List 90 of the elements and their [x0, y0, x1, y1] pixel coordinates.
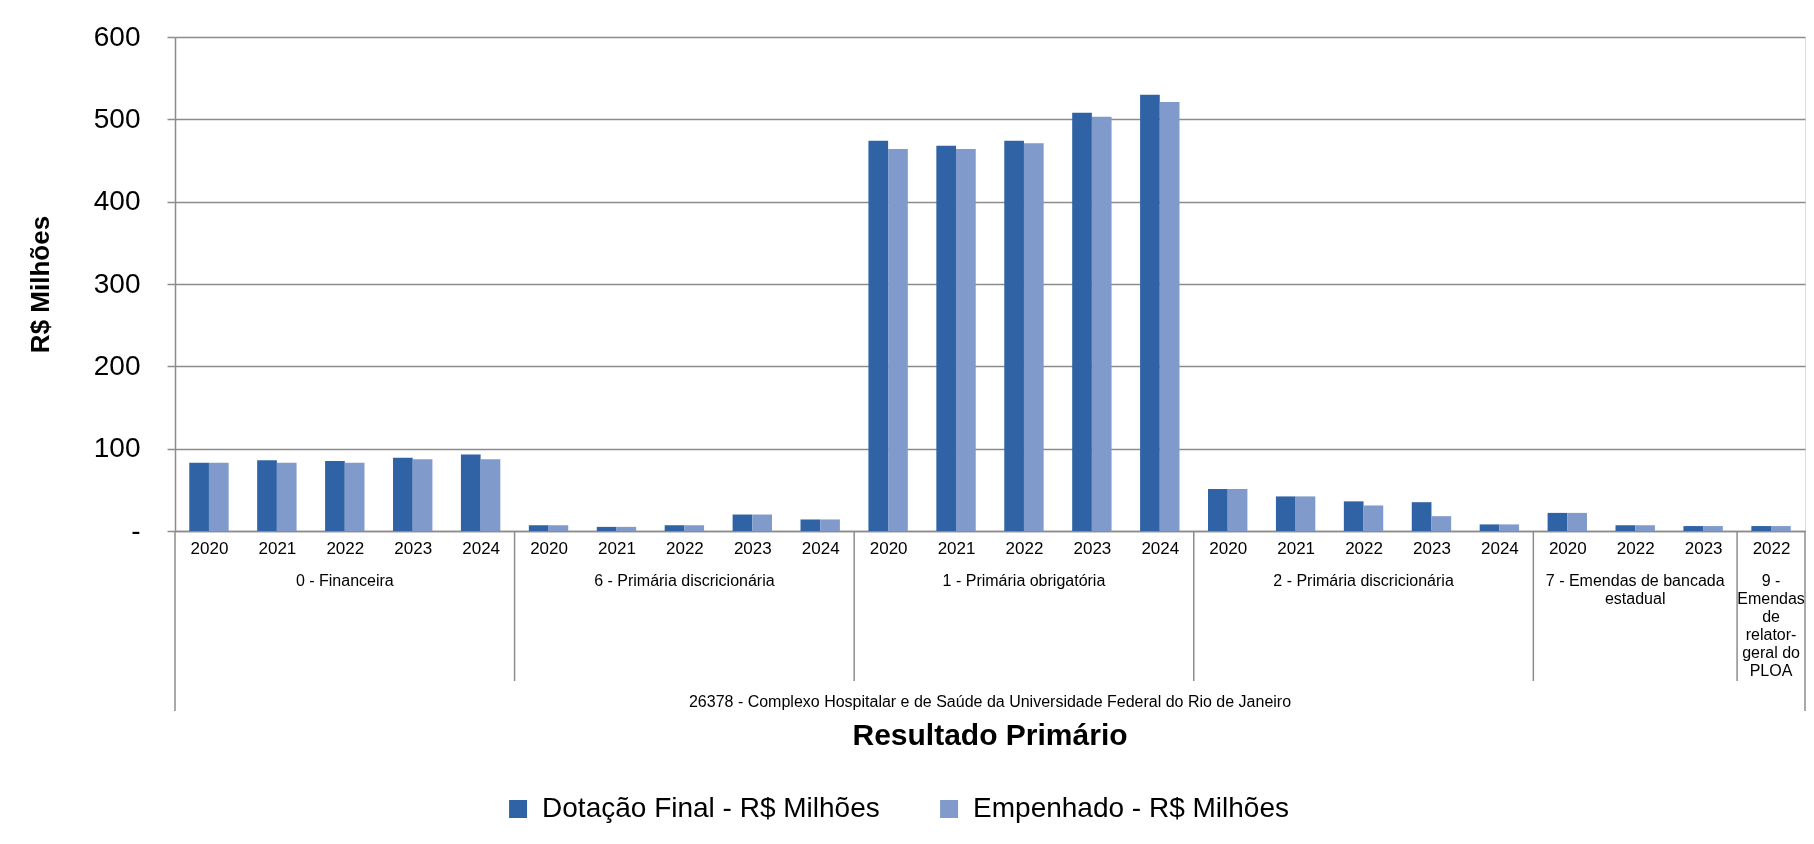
x-tick-label: 2022 [1345, 538, 1383, 558]
y-tick-label: 300 [93, 267, 141, 299]
x-tick-label: 2023 [394, 538, 433, 558]
bar [189, 462, 209, 531]
bar [1208, 489, 1228, 531]
x-tick-label: 2022 [1616, 538, 1655, 558]
bar [1343, 501, 1364, 531]
bar [684, 525, 705, 531]
bar [460, 454, 481, 531]
x-tick-label: 2024 [462, 538, 501, 558]
bar [596, 526, 617, 531]
x-tick-label: 2021 [1277, 538, 1316, 558]
bar [1771, 526, 1791, 531]
bar [1479, 524, 1500, 531]
bar [732, 514, 753, 531]
bar [1615, 525, 1636, 531]
x-tick-label: 2022 [1752, 538, 1791, 558]
x-tick-label: 2024 [1480, 538, 1519, 558]
x-tick-label: 2023 [1073, 538, 1112, 558]
x-tick-label: 2021 [258, 538, 297, 558]
text: 7 - Emendas de bancada estadual [1545, 572, 1725, 607]
y-tick-label: 500 [93, 102, 141, 134]
bar [800, 519, 821, 531]
bar [1140, 94, 1160, 531]
bar [528, 525, 549, 531]
y-tick-label: 100 [93, 432, 141, 464]
y-tick-label: 200 [93, 349, 141, 381]
x-tick-label: 2023 [1684, 538, 1723, 558]
x-tick-label: 2020 [869, 538, 908, 558]
bar [1431, 516, 1452, 531]
y-tick-label: 600 [93, 20, 141, 52]
x-tick-label: 2021 [937, 538, 976, 558]
bar [1227, 489, 1248, 531]
bar [1683, 526, 1704, 531]
x-tick-label: 2020 [190, 538, 229, 558]
bar [1159, 102, 1180, 531]
bar [820, 519, 840, 531]
bar [1547, 512, 1568, 531]
bar [616, 526, 637, 531]
y-tick-label: - [131, 514, 141, 546]
x-tick-label: 2020 [1548, 538, 1587, 558]
bar [1004, 140, 1024, 531]
legend-label: Dotação Final - R$ Milhões [542, 792, 880, 823]
text: 2 - Primária discricionária [1273, 572, 1454, 589]
bar [868, 140, 889, 531]
bar [1751, 526, 1772, 531]
x-tick-label: 2023 [1413, 538, 1451, 558]
x-tick-label: 2024 [1141, 538, 1180, 558]
y-tick-label: 400 [93, 185, 141, 217]
text: 6 - Primária discricionária [594, 572, 775, 589]
x-tick-label: 2022 [1005, 538, 1044, 558]
bar [1363, 505, 1384, 531]
bar [888, 148, 908, 531]
bar [936, 145, 957, 531]
text: 1 - Primária obrigatória [942, 572, 1106, 589]
text: 0 - Financeira [295, 572, 394, 589]
bar [956, 148, 976, 531]
text: 26378 - Complexo Hospitalar e de Saúde da Universidade Federal do Rio de Janeiro [688, 693, 1292, 710]
bar [1635, 525, 1655, 531]
bar [1295, 496, 1316, 531]
x-tick-label: 2024 [801, 538, 840, 558]
bar [1072, 112, 1092, 531]
bar [208, 462, 229, 531]
text: 9 - Emendas de relator-geral do PLOA [1737, 572, 1805, 679]
bar [1023, 143, 1044, 531]
bar [1275, 496, 1296, 531]
legend-label: Empenhado - R$ Milhões [973, 792, 1290, 823]
bar [344, 462, 365, 531]
bar [276, 462, 297, 531]
x-tick-label: 2020 [1209, 538, 1248, 558]
bar [1091, 116, 1112, 531]
bar [664, 525, 685, 531]
bar [548, 525, 569, 531]
x-tick-label: 2020 [530, 538, 568, 558]
text: Resultado Primário [852, 718, 1128, 751]
bar [393, 457, 413, 531]
x-tick-label: 2022 [326, 538, 365, 558]
x-tick-label: 2021 [598, 538, 636, 558]
y-axis-title: R$ Milhões [24, 215, 55, 354]
bar [412, 459, 433, 531]
bar [1411, 502, 1432, 531]
bar [257, 460, 277, 531]
bar [1703, 526, 1723, 531]
x-tick-label: 2022 [665, 538, 704, 558]
bar [480, 459, 501, 531]
bar [752, 514, 772, 531]
bar [325, 461, 345, 531]
bar [1567, 512, 1587, 531]
bar [1499, 524, 1520, 531]
x-tick-label: 2023 [733, 538, 772, 558]
